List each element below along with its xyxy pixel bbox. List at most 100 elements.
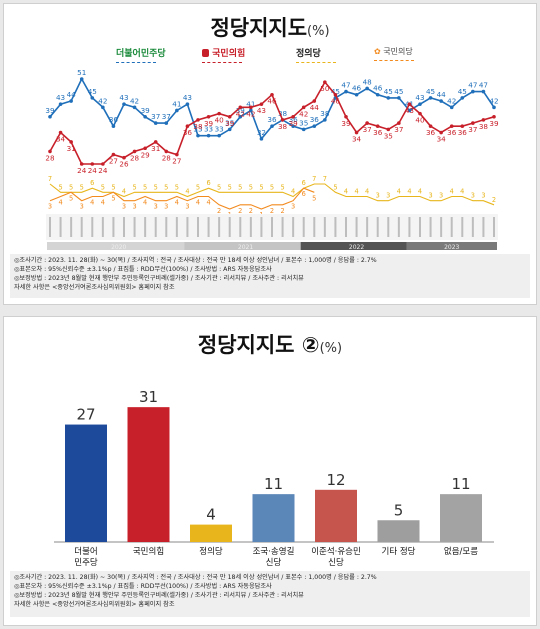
data-label-ppp: 39	[204, 119, 214, 128]
data-label-new: 3	[48, 203, 52, 211]
point-ppp	[122, 155, 126, 160]
data-label-justice: 5	[69, 183, 73, 191]
point-ppp	[471, 121, 475, 125]
data-label-justice: 5	[259, 183, 263, 191]
data-label-ppp: 31	[151, 144, 160, 153]
point-ppp	[143, 146, 147, 151]
data-label-justice: 7	[48, 175, 52, 183]
data-label-new: 2	[217, 207, 221, 215]
point-dem	[439, 99, 443, 103]
point-ppp	[153, 140, 158, 144]
legend-line-new	[374, 60, 414, 61]
data-label-dem: 38	[278, 109, 288, 118]
point-dem	[227, 127, 232, 132]
point-ppp	[428, 124, 433, 129]
data-label-ppp: 38	[278, 122, 288, 131]
data-label-dem: 38	[320, 109, 330, 118]
data-label-justice: 4	[122, 188, 126, 196]
data-label-dem: 43	[56, 93, 65, 102]
point-ppp	[132, 149, 137, 154]
note-line: ◎조사기간 : 2023. 11. 28(화) ~ 30(목) / 조사지역 :…	[14, 257, 377, 264]
point-dem	[101, 105, 105, 110]
bar	[315, 489, 357, 542]
point-ppp	[280, 118, 285, 122]
data-label-justice: 5	[132, 183, 136, 191]
data-label-ppp: 24	[98, 166, 108, 175]
data-label-dem: 37	[151, 112, 160, 121]
point-ppp	[291, 114, 295, 119]
data-label-ppp: 27	[172, 157, 181, 166]
point-ppp	[407, 102, 412, 106]
point-ppp	[58, 130, 63, 135]
data-label-dem: 36	[267, 115, 277, 124]
point-dem	[143, 114, 147, 119]
data-label-new: 4	[143, 199, 147, 207]
point-ppp	[69, 140, 73, 144]
data-label-ppp: 38	[479, 122, 489, 131]
point-dem	[69, 99, 73, 103]
point-dem	[259, 137, 264, 141]
data-label-ppp: 46	[331, 97, 341, 106]
data-label-justice: 7	[312, 175, 316, 183]
data-label-dem: 45	[426, 87, 435, 96]
point-dem	[238, 114, 243, 119]
data-label-justice: 4	[397, 188, 401, 196]
data-label-dem: 47	[341, 81, 350, 90]
data-label-dem: 44	[437, 90, 447, 99]
data-label-justice: 5	[270, 183, 274, 191]
line-chart-title-text: 정당지지도	[210, 16, 308, 40]
category-label: 더불어 민주당	[74, 546, 98, 568]
point-ppp	[439, 130, 443, 135]
data-label-new: 5	[69, 194, 73, 202]
data-label-justice: 4	[291, 188, 295, 196]
data-label-ppp: 29	[141, 150, 151, 159]
data-label-new: 4	[90, 199, 94, 207]
point-ppp	[492, 114, 496, 119]
point-dem	[185, 102, 190, 106]
data-label-ppp: 24	[77, 166, 87, 175]
data-label-ppp: 42	[236, 109, 245, 118]
data-label-dem: 33	[193, 125, 202, 134]
point-dem	[122, 102, 126, 106]
flag-icon	[202, 49, 209, 57]
data-label-new: 6	[302, 190, 306, 198]
legend-item-new: ✿ 국민의당	[374, 46, 414, 61]
data-label-ppp: 26	[119, 160, 129, 169]
data-label-dem: 45	[88, 87, 97, 96]
point-ppp	[259, 102, 264, 106]
data-label-new: 2	[280, 207, 284, 215]
data-label-dem: 42	[130, 96, 139, 105]
data-label-ppp: 37	[468, 125, 477, 134]
data-label-justice: 5	[111, 183, 115, 191]
point-dem	[428, 96, 433, 100]
data-label-dem: 39	[141, 106, 151, 115]
bar-chart-plot: 27 더불어 민주당 31 국민의힘 4 정의당 11 조국·송영길 신당 12 이준석·유승민 신당 5…	[54, 388, 494, 568]
point-dem	[132, 105, 137, 110]
point-ppp	[375, 124, 380, 129]
legend-item-dem: 더불어민주당	[116, 46, 166, 63]
point-ppp	[460, 124, 465, 129]
data-label-justice: 5	[143, 183, 147, 191]
period-bar	[406, 242, 497, 250]
data-label-ppp: 28	[45, 153, 55, 162]
data-label-ppp: 27	[109, 157, 118, 166]
data-label-justice: 5	[154, 183, 158, 191]
data-label-dem: 42	[489, 96, 498, 105]
point-dem	[111, 124, 116, 129]
line-chart-panel: 정당지지도(%) 더불어민주당 국민의힘 정의당 ✿ 국민의당 39 43 44 51…	[3, 3, 537, 305]
data-label-justice: 5	[101, 183, 105, 191]
data-label-ppp: 39	[289, 119, 299, 128]
point-ppp	[354, 130, 359, 135]
note-line: ◎표본오차 : 95%신뢰수준 ±3.1%p / 표집틀 : RDD무선(100…	[14, 583, 272, 590]
data-label-justice: 3	[376, 192, 380, 200]
data-label-justice: 5	[217, 183, 221, 191]
data-label-new: 2	[270, 207, 274, 215]
line-chart-title: 정당지지도(%)	[4, 12, 536, 42]
point-dem	[206, 133, 211, 138]
data-label-justice: 5	[58, 183, 62, 191]
legend-label-justice: 정의당	[296, 49, 321, 59]
data-label-ppp: 36	[183, 128, 193, 137]
line-chart-notes: ◎조사기간 : 2023. 11. 28(화) ~ 30(목) / 조사지역 :…	[10, 254, 530, 298]
data-label-new: 5	[111, 194, 115, 202]
category-label: 국민의힘	[133, 546, 164, 557]
